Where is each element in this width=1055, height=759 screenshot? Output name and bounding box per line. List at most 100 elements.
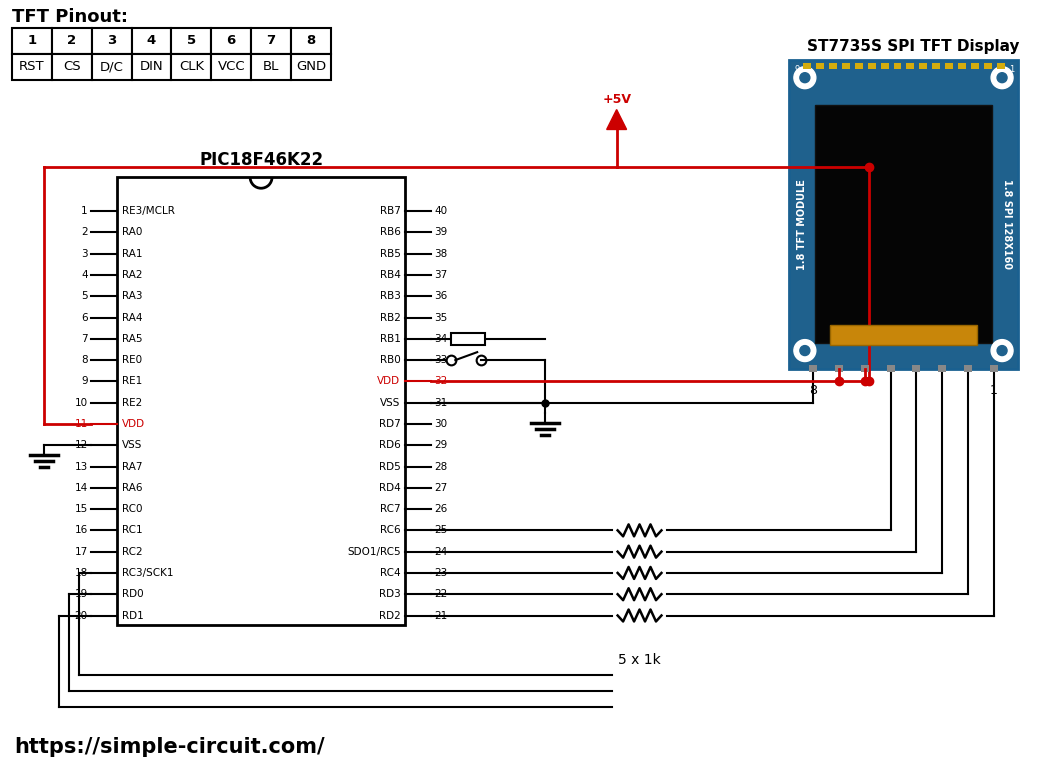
Text: 10: 10	[75, 398, 88, 408]
Text: RD0: RD0	[121, 589, 143, 599]
Bar	[997, 63, 1005, 69]
Text: DIN: DIN	[139, 60, 164, 73]
Bar	[945, 63, 954, 69]
Bar	[117, 178, 405, 625]
Text: 38: 38	[435, 249, 447, 259]
Text: 1: 1	[27, 34, 37, 47]
Text: CLK: CLK	[178, 60, 204, 73]
Text: 1: 1	[1009, 65, 1014, 74]
Text: RD1: RD1	[121, 610, 143, 621]
Text: RB1: RB1	[380, 334, 401, 344]
Bar	[964, 364, 973, 373]
Text: VDD: VDD	[121, 419, 145, 429]
Bar	[12, 54, 52, 80]
Text: 1: 1	[81, 206, 88, 216]
Bar	[211, 28, 251, 54]
Bar	[991, 364, 998, 373]
Bar	[12, 28, 52, 54]
Circle shape	[800, 345, 810, 355]
Text: 27: 27	[435, 483, 447, 493]
Text: 7: 7	[267, 34, 275, 47]
Bar	[829, 63, 837, 69]
Circle shape	[794, 67, 816, 89]
Text: 2: 2	[68, 34, 76, 47]
Bar	[881, 63, 888, 69]
Text: 18: 18	[75, 568, 88, 578]
Bar	[958, 63, 966, 69]
Text: RD5: RD5	[379, 461, 401, 471]
Text: https://simple-circuit.com/: https://simple-circuit.com/	[14, 737, 325, 757]
Bar	[842, 63, 849, 69]
Text: 8: 8	[81, 355, 88, 365]
Text: RB3: RB3	[380, 291, 401, 301]
Text: 14: 14	[75, 483, 88, 493]
Text: RE0: RE0	[121, 355, 141, 365]
Text: 28: 28	[435, 461, 447, 471]
Text: 22: 22	[435, 589, 447, 599]
Text: RB6: RB6	[380, 228, 401, 238]
Text: RC6: RC6	[380, 525, 401, 535]
Polygon shape	[607, 109, 627, 130]
Text: SDO1/RC5: SDO1/RC5	[347, 546, 401, 556]
Text: RA5: RA5	[121, 334, 142, 344]
Bar	[861, 364, 868, 373]
Text: 16: 16	[75, 525, 88, 535]
Text: RA1: RA1	[121, 249, 142, 259]
Bar	[52, 28, 92, 54]
Text: RC7: RC7	[380, 504, 401, 514]
Text: 3: 3	[107, 34, 116, 47]
Bar	[814, 105, 992, 342]
Text: 5 x 1k: 5 x 1k	[618, 653, 660, 667]
Text: VCC: VCC	[217, 60, 245, 73]
Text: RC2: RC2	[121, 546, 142, 556]
Text: 12: 12	[75, 440, 88, 450]
Bar	[211, 54, 251, 80]
Text: BL: BL	[263, 60, 280, 73]
Text: 26: 26	[435, 504, 447, 514]
Text: 1: 1	[991, 385, 998, 398]
Circle shape	[997, 345, 1008, 355]
Text: RE2: RE2	[121, 398, 142, 408]
Text: 20: 20	[75, 610, 88, 621]
Text: 9: 9	[794, 65, 800, 74]
Circle shape	[991, 67, 1013, 89]
Text: RC3/SCK1: RC3/SCK1	[121, 568, 173, 578]
Text: 32: 32	[435, 376, 447, 386]
Text: D/C: D/C	[100, 60, 123, 73]
Text: RD2: RD2	[379, 610, 401, 621]
Circle shape	[800, 73, 810, 83]
Text: +5V: +5V	[602, 93, 631, 106]
Text: 21: 21	[435, 610, 447, 621]
Text: 24: 24	[435, 546, 447, 556]
Text: 6: 6	[227, 34, 236, 47]
Bar	[172, 28, 211, 54]
Text: 6: 6	[81, 313, 88, 323]
Text: 8: 8	[809, 385, 817, 398]
Text: VDD: VDD	[378, 376, 401, 386]
Bar	[132, 54, 172, 80]
Text: 35: 35	[435, 313, 447, 323]
Text: RA7: RA7	[121, 461, 142, 471]
Text: RA6: RA6	[121, 483, 142, 493]
Text: 19: 19	[75, 589, 88, 599]
Text: 39: 39	[435, 228, 447, 238]
Bar	[906, 63, 915, 69]
Text: RD3: RD3	[379, 589, 401, 599]
Text: RA4: RA4	[121, 313, 142, 323]
Text: 3: 3	[81, 249, 88, 259]
Text: 36: 36	[435, 291, 447, 301]
Bar	[92, 54, 132, 80]
Bar	[972, 63, 979, 69]
Text: RD4: RD4	[379, 483, 401, 493]
Bar	[984, 63, 992, 69]
Bar	[886, 364, 895, 373]
Text: 2: 2	[81, 228, 88, 238]
Text: RST: RST	[19, 60, 44, 73]
Bar	[816, 63, 824, 69]
Text: RD7: RD7	[379, 419, 401, 429]
Text: 7: 7	[81, 334, 88, 344]
Text: RB7: RB7	[380, 206, 401, 216]
Text: VSS: VSS	[380, 398, 401, 408]
Text: TFT Pinout:: TFT Pinout:	[12, 8, 128, 26]
Text: 17: 17	[75, 546, 88, 556]
